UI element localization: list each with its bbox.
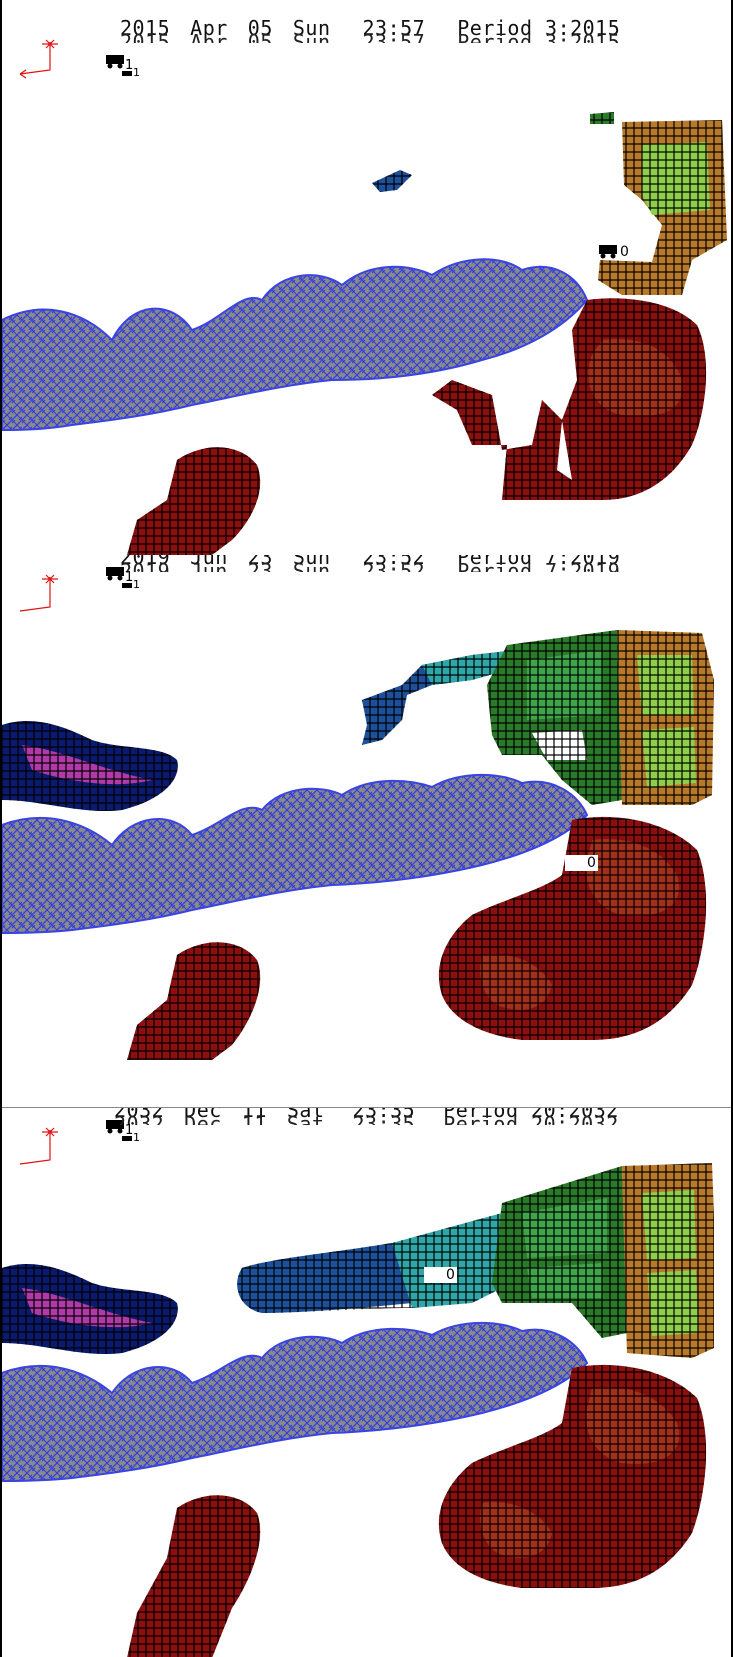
timestamp-line-echo: 2032 Dec 11 Sat 23:35 Period 20:2032 (114, 1112, 619, 1136)
truck-id-sublabel: 1 (133, 66, 140, 79)
pit-outline (2, 258, 589, 431)
dump-red-east (438, 816, 707, 1040)
mine-view-2019[interactable] (2, 555, 731, 1107)
axis-triad-icon (19, 574, 58, 612)
timestamp-line-echo: 2015 Apr 05 Sun 23:57 Period 3:2015 (120, 30, 621, 54)
mine-view-2032[interactable] (2, 1108, 731, 1657)
haul-truck-icon[interactable] (106, 567, 132, 588)
dump-green-north (492, 1166, 627, 1338)
timestamp-line-echo: 2019 Jun 23 Sun 23:52 Period 7:2019 (120, 559, 621, 583)
truck-id-label: 1 (125, 58, 134, 73)
dump-red-south (127, 1495, 261, 1657)
timestamp-line: 2019 Jun 23 Sun 23:52 Period 7:2019 (120, 555, 621, 569)
dump-blue-teal-north (237, 1213, 512, 1313)
axis-triad-icon (19, 1127, 58, 1165)
period-panel-2019: 2019 Jun 23 Sun 23:52 Period 7:2019 2019 Jun 23… (2, 555, 731, 1107)
haul-truck-icon[interactable] (106, 55, 132, 76)
haul-truck-icon[interactable] (599, 245, 617, 259)
dump-red-south (127, 942, 261, 1060)
dump-red-east (432, 298, 707, 500)
timestamp-line: 2032 Dec 11 Sat 23:35 Period 20:2032 (114, 1107, 619, 1122)
period-panel-2032: 2032 Dec 11 Sat 23:35 Period 20:2032 2032 Dec 1… (2, 1107, 731, 1657)
truck-id-sublabel: 1 (133, 1131, 140, 1144)
mine-view-2015[interactable] (2, 0, 731, 555)
dump-orange-ne (617, 630, 714, 805)
truck-site-tag[interactable]: 0 (565, 855, 598, 871)
dump-orange-ne (590, 112, 727, 295)
dump-orange-ne (622, 1163, 714, 1358)
pit-outline (2, 1321, 589, 1482)
truck-site-tag[interactable]: 0 (424, 1267, 457, 1283)
truck-id-sublabel: 1 (133, 578, 140, 591)
dump-green-north (487, 630, 622, 805)
axis-triad-icon (19, 39, 58, 79)
dump-blue-teal-north (362, 650, 517, 745)
pit-outline (2, 773, 589, 934)
period-panel-2015: 2015 Apr 05 Sun 23:57 Period 3:2015 2015 Apr 05… (2, 0, 731, 555)
timestamp-line: 2015 Apr 05 Sun 23:57 Period 3:2015 (120, 16, 621, 40)
dump-red-east (438, 1364, 707, 1588)
truck-id-label: 1 (125, 1123, 134, 1138)
dump-red-south (127, 447, 261, 555)
truck-id-label: 1 (125, 570, 134, 585)
dump-navy-west (2, 1263, 178, 1355)
dump-navy-west (2, 720, 178, 812)
truck-site-tag[interactable]: 0 (618, 244, 631, 260)
haul-truck-icon[interactable] (106, 1120, 132, 1141)
